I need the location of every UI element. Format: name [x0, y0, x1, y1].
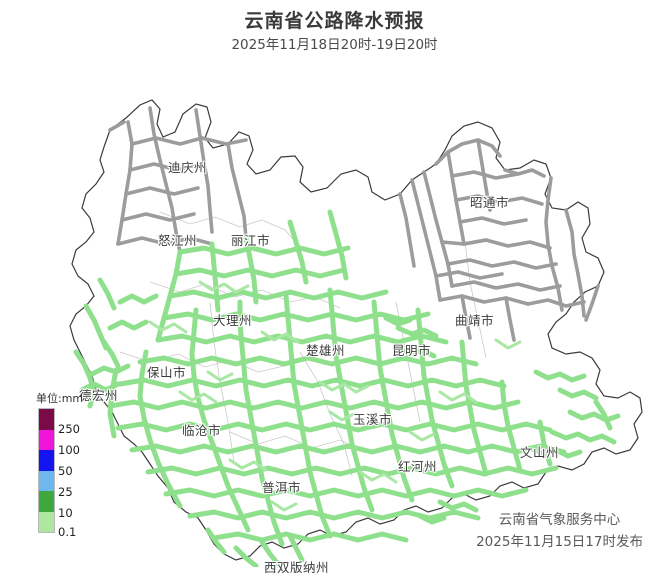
legend-body: 250 100 50 25 10 0.1	[30, 408, 108, 538]
legend-tick-50: 50	[58, 464, 73, 478]
yunnan-province-outline	[69, 99, 643, 561]
province-outline-group	[69, 99, 643, 561]
legend-band-250	[39, 409, 54, 430]
page-header: 云南省公路降水预报 2025年11月18日20时-19日20时	[0, 0, 669, 54]
legend-tick-250: 250	[58, 422, 80, 436]
legend: 单位:mm 250 100 50 25 10 0.1	[30, 392, 110, 538]
roads-light-rain	[73, 209, 621, 567]
footer-issued-time: 2025年11月15日17时发布	[476, 534, 643, 550]
page-subtitle: 2025年11月18日20时-19日20时	[231, 37, 438, 53]
legend-tick-10: 10	[58, 506, 73, 520]
footer: 云南省气象服务中心 2025年11月15日17时发布	[476, 509, 643, 553]
legend-band-10	[39, 491, 54, 512]
legend-band-100	[39, 429, 54, 450]
legend-unit-label: 单位:mm	[36, 392, 84, 405]
page-title: 云南省公路降水预报	[244, 10, 425, 32]
roads-no-rain	[108, 106, 600, 342]
legend-tick-0-1: 0.1	[58, 525, 77, 539]
legend-tick-100: 100	[58, 443, 80, 457]
legend-color-bar	[38, 408, 55, 533]
yunnan-map-svg	[69, 99, 643, 567]
legend-band-0.1	[39, 511, 54, 532]
roads-secondary-rain	[148, 280, 522, 512]
footer-organization: 云南省气象服务中心	[498, 512, 621, 528]
legend-tick-25: 25	[58, 485, 73, 499]
legend-band-25	[39, 470, 54, 491]
legend-band-50	[39, 450, 54, 471]
legend-tick-group: 250 100 50 25 10 0.1	[58, 408, 108, 538]
